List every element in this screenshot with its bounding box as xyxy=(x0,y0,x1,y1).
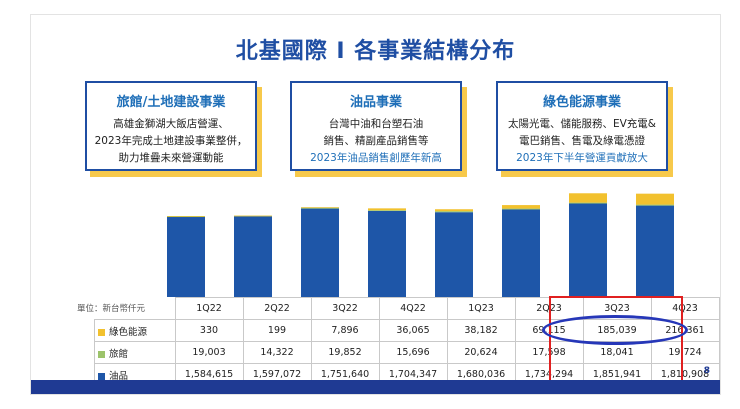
bar-segment-oil xyxy=(502,209,540,297)
table-cell: 15,696 xyxy=(378,341,448,364)
table-cell: 36,065 xyxy=(378,319,448,342)
card-line: 銷售、精副產品銷售等 xyxy=(323,135,429,147)
card-oil: 油品事業 台灣中油和台塑石油 銷售、精副產品銷售等 2023年油品銷售創歷年新高 xyxy=(290,81,462,171)
column-header: 2Q22 xyxy=(242,297,312,320)
bar-segment-green xyxy=(368,208,406,211)
stacked-bar-chart xyxy=(167,193,674,297)
table-row: 旅館 19,003 14,322 19,852 15,696 20,624 17… xyxy=(94,341,720,364)
bar-segment-hotel xyxy=(435,211,473,213)
table-cell: 19,003 xyxy=(174,341,244,364)
bar-segment-green xyxy=(502,205,540,209)
bar-segment-oil xyxy=(569,203,607,297)
card-line: 2023年完成土地建設事業整併， xyxy=(94,135,248,147)
bar-segment-hotel xyxy=(569,202,607,204)
footer-bar xyxy=(31,380,720,394)
card-highlight: 2023年油品銷售創歷年新高 xyxy=(310,152,442,164)
bar-segment-oil xyxy=(368,210,406,297)
card-line: 高雄金獅湖大飯店營運、 xyxy=(113,118,229,130)
row-label-hotel: 旅館 xyxy=(94,341,176,364)
bar-segment-hotel xyxy=(368,210,406,211)
bar-segment-green xyxy=(234,215,272,217)
bar-segment-oil xyxy=(301,208,339,297)
bar-segment-oil xyxy=(435,212,473,297)
highlight-oval xyxy=(542,315,688,345)
bar-segment-green xyxy=(636,193,674,205)
row-label: 綠色能源 xyxy=(109,326,148,338)
bar-segment-green xyxy=(167,216,205,217)
card-title: 綠色能源事業 xyxy=(542,95,621,110)
table-cell: 14,322 xyxy=(242,341,312,364)
bar-segment-oil xyxy=(167,217,205,297)
table-cell: 19,852 xyxy=(310,341,380,364)
table-cell: 38,182 xyxy=(446,319,516,342)
card-line: 電巴銷售、售電及綠電憑證 xyxy=(519,135,645,147)
bar-segment-green xyxy=(435,209,473,212)
table-cell: 199 xyxy=(242,319,312,342)
table-corner xyxy=(95,298,176,320)
table-cell: 7,896 xyxy=(310,319,380,342)
card-title: 旅館/土地建設事業 xyxy=(116,95,226,110)
legend-swatch xyxy=(98,328,105,336)
card-hotel-land: 旅館/土地建設事業 高雄金獅湖大飯店營運、 2023年完成土地建設事業整併， 助… xyxy=(85,81,257,171)
column-header: 3Q22 xyxy=(310,297,380,320)
bar-segment-hotel xyxy=(301,207,339,209)
row-label: 油品 xyxy=(109,370,129,382)
bar-segment-hotel xyxy=(636,204,674,206)
slide: 北基國際 I 各事業結構分布 旅館/土地建設事業 高雄金獅湖大飯店營運、 202… xyxy=(30,14,721,395)
bar-segment-hotel xyxy=(502,208,540,210)
column-header: 4Q22 xyxy=(378,297,448,320)
card-line: 台灣中油和台塑石油 xyxy=(328,118,424,130)
bar-segment-green xyxy=(569,193,607,203)
column-header: 1Q22 xyxy=(174,297,244,320)
page-number: 8 xyxy=(703,366,710,376)
table-header-row: 1Q22 2Q22 3Q22 4Q22 1Q23 2Q23 3Q23 4Q23 xyxy=(95,297,720,320)
row-label-green: 綠色能源 xyxy=(94,319,176,342)
bar-segment-oil xyxy=(234,216,272,297)
table-cell: 20,624 xyxy=(446,341,516,364)
bar-segment-green xyxy=(301,207,339,208)
bar-segment-oil xyxy=(636,205,674,297)
card-green-energy: 綠色能源事業 太陽光電、儲能服務、EV充電& 電巴銷售、售電及綠電憑證 2023… xyxy=(496,81,668,171)
table-cell: 330 xyxy=(174,319,244,342)
legend-swatch xyxy=(98,372,105,380)
card-highlight: 2023年下半年營運貢獻放大 xyxy=(516,152,648,164)
card-line: 太陽光電、儲能服務、EV充電& xyxy=(507,118,656,130)
column-header: 1Q23 xyxy=(446,297,516,320)
card-line: 助力堆疊未來營運動能 xyxy=(118,152,224,164)
page-title: 北基國際 I 各事業結構分布 xyxy=(235,39,516,64)
row-label: 旅館 xyxy=(109,348,129,360)
card-title: 油品事業 xyxy=(349,95,402,110)
legend-swatch xyxy=(98,350,105,358)
unit-label: 單位：新台幣仟元 xyxy=(77,304,146,314)
